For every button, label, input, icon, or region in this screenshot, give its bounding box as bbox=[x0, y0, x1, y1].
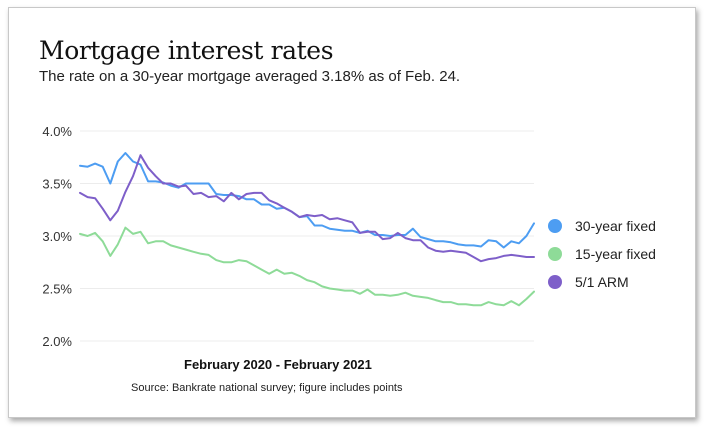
gridlines bbox=[80, 130, 534, 342]
legend-item-5-1-arm: 5/1 ARM bbox=[548, 268, 656, 296]
legend-item-15-year-fixed: 15-year fixed bbox=[548, 240, 656, 268]
series-lines bbox=[79, 152, 535, 307]
legend-item-30-year-fixed: 30-year fixed bbox=[548, 212, 656, 240]
y-tick-label: 4.0% bbox=[42, 124, 72, 139]
source-note: Source: Bankrate national survey; figure… bbox=[131, 382, 403, 394]
y-tick-label: 2.0% bbox=[42, 334, 72, 349]
series-line-5-1-arm bbox=[79, 154, 535, 263]
legend-swatch-15-year-fixed bbox=[548, 247, 562, 261]
legend-label-15-year-fixed: 15-year fixed bbox=[575, 246, 656, 262]
y-tick-label: 3.0% bbox=[42, 229, 72, 244]
legend-label-30-year-fixed: 30-year fixed bbox=[575, 218, 656, 234]
chart-frame bbox=[8, 7, 696, 418]
legend-swatch-30-year-fixed bbox=[548, 219, 562, 233]
legend: 30-year fixed 15-year fixed 5/1 ARM bbox=[548, 212, 656, 296]
x-axis-label: February 2020 - February 2021 bbox=[184, 357, 372, 372]
series-line-30-year-fixed bbox=[79, 152, 535, 249]
legend-label-5-1-arm: 5/1 ARM bbox=[575, 274, 629, 290]
legend-swatch-5-1-arm bbox=[548, 275, 562, 289]
chart-subtitle: The rate on a 30-year mortgage averaged … bbox=[39, 68, 461, 85]
series-line-15-year-fixed bbox=[79, 226, 535, 307]
y-tick-label: 3.5% bbox=[42, 177, 72, 192]
chart-title: Mortgage interest rates bbox=[39, 36, 334, 65]
y-tick-label: 2.5% bbox=[42, 282, 72, 297]
y-axis-ticks: 2.0% 2.5% 3.0% 3.5% 4.0% bbox=[42, 124, 72, 349]
